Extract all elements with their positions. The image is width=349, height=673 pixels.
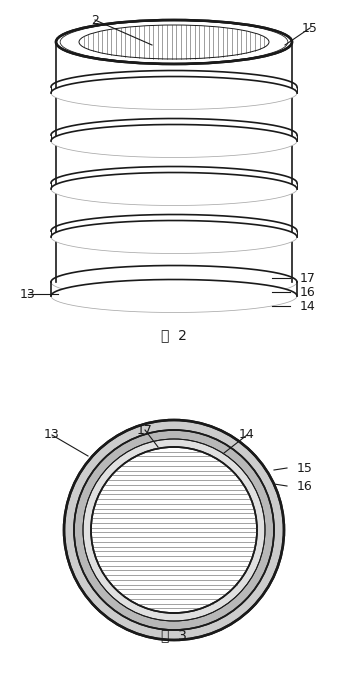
Circle shape bbox=[64, 420, 284, 640]
Ellipse shape bbox=[51, 221, 297, 254]
Ellipse shape bbox=[56, 20, 292, 64]
Text: 14: 14 bbox=[300, 299, 316, 312]
Text: 13: 13 bbox=[44, 429, 60, 441]
Text: 2: 2 bbox=[91, 13, 99, 26]
Text: 16: 16 bbox=[297, 479, 313, 493]
Text: 14: 14 bbox=[239, 429, 255, 441]
Text: 13: 13 bbox=[20, 287, 36, 301]
Text: 17: 17 bbox=[137, 423, 153, 437]
Text: 16: 16 bbox=[300, 285, 316, 299]
Circle shape bbox=[91, 447, 257, 613]
Ellipse shape bbox=[51, 279, 297, 312]
Text: 图  3: 图 3 bbox=[161, 628, 187, 642]
Ellipse shape bbox=[51, 77, 297, 110]
Ellipse shape bbox=[51, 125, 297, 157]
Circle shape bbox=[83, 439, 265, 621]
Text: 17: 17 bbox=[300, 271, 316, 285]
Ellipse shape bbox=[51, 172, 297, 205]
Text: 15: 15 bbox=[302, 22, 318, 34]
Circle shape bbox=[74, 430, 274, 630]
Text: 15: 15 bbox=[297, 462, 313, 474]
Text: 图  2: 图 2 bbox=[161, 328, 187, 342]
